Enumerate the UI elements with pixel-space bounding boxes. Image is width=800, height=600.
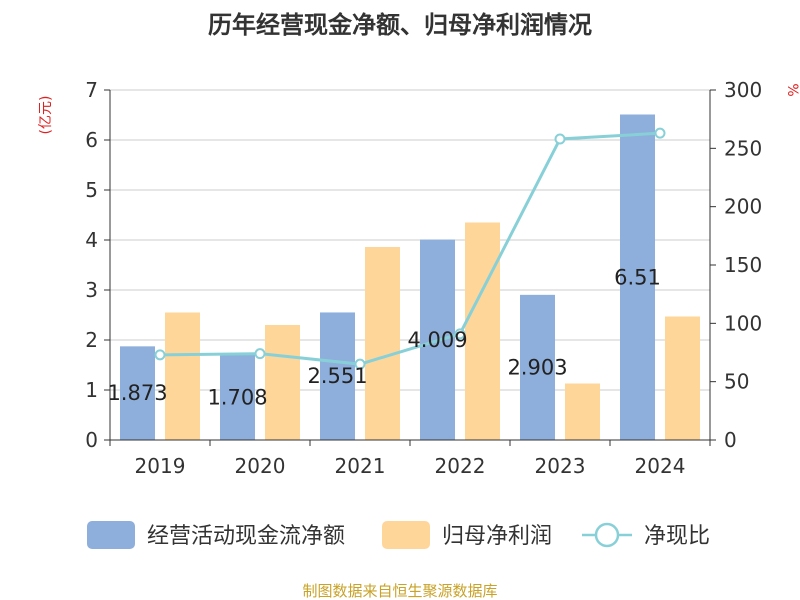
bar-cash-flow xyxy=(220,354,255,440)
legend-label: 归母净利润 xyxy=(442,524,552,549)
bar-cash-flow xyxy=(120,346,155,440)
bar-cash-flow xyxy=(320,312,355,440)
bar-net-profit xyxy=(465,222,500,440)
x-tick-label: 2023 xyxy=(535,454,586,478)
legend-swatch xyxy=(382,521,430,549)
chart-title: 历年经营现金净额、归母净利润情况 xyxy=(208,11,592,39)
legend-label: 经营活动现金流净额 xyxy=(147,524,345,549)
bar-net-profit xyxy=(365,247,400,440)
data-labels: 1.873 1.708 2.551 4.009 2.903 6.51 xyxy=(107,265,660,409)
x-tick-label: 2021 xyxy=(335,454,386,478)
x-tick-label: 2019 xyxy=(135,454,186,478)
bar-data-label: 1.873 xyxy=(107,381,167,405)
ratio-point xyxy=(154,349,166,361)
bar-cash-flow xyxy=(520,294,555,440)
bar-data-label: 1.708 xyxy=(207,385,267,409)
y-right-tick-label: 250 xyxy=(724,136,762,160)
ratio-point xyxy=(354,358,366,370)
bar-data-label: 4.009 xyxy=(407,328,467,352)
y-left-tick-label: 7 xyxy=(85,78,98,102)
y-left-tick-label: 2 xyxy=(85,328,98,352)
x-tick-label: 2022 xyxy=(435,454,486,478)
grid xyxy=(110,89,710,441)
bar-data-label: 2.903 xyxy=(507,355,567,379)
y-left-tick-label: 0 xyxy=(85,428,98,452)
y-right-tick-label: 0 xyxy=(724,428,737,452)
x-tick-label: 2024 xyxy=(635,454,686,478)
legend-line-marker xyxy=(594,522,620,548)
bar-net-profit xyxy=(265,325,300,440)
ratio-point xyxy=(454,328,466,340)
bar-net-profit xyxy=(665,316,700,440)
ratio-point xyxy=(254,348,266,360)
axes xyxy=(104,89,716,446)
y-right-unit: % xyxy=(784,83,800,96)
y-right-tick-label: 200 xyxy=(724,195,762,219)
source-note: 制图数据来自恒生聚源数据库 xyxy=(302,582,497,600)
ratio-point xyxy=(654,127,666,139)
y-right-tick-label: 150 xyxy=(724,253,762,277)
y-left-unit: (亿元) xyxy=(38,96,54,135)
bar-net-profit xyxy=(165,312,200,440)
bar-data-label: 2.551 xyxy=(307,364,367,388)
x-tick-label: 2020 xyxy=(235,454,286,478)
y-left-tick-label: 1 xyxy=(85,378,98,402)
bars xyxy=(120,114,700,440)
y-left-tick-label: 6 xyxy=(85,128,98,152)
ratio-line xyxy=(154,127,666,370)
y-right-tick-label: 300 xyxy=(724,78,762,102)
legend-label: 净现比 xyxy=(644,524,710,549)
bar-data-label: 6.51 xyxy=(614,265,661,289)
y-right-tick-label: 50 xyxy=(724,370,749,394)
y-left-tick-label: 4 xyxy=(85,228,98,252)
ratio-line-path xyxy=(159,131,661,366)
legend: 经营活动现金流净额 归母净利润 净现比 xyxy=(87,521,710,549)
tick-labels: 0 1 2 3 4 5 6 7 0 50 100 150 200 250 300 2019 2020 2021 20… xyxy=(85,78,762,478)
y-left-tick-label: 5 xyxy=(85,178,98,202)
ratio-point xyxy=(554,133,566,145)
y-left-tick-label: 3 xyxy=(85,278,98,302)
legend-swatch xyxy=(87,521,135,549)
bar-net-profit xyxy=(565,383,600,440)
y-right-tick-label: 100 xyxy=(724,311,762,335)
bar-cash-flow xyxy=(620,114,655,440)
